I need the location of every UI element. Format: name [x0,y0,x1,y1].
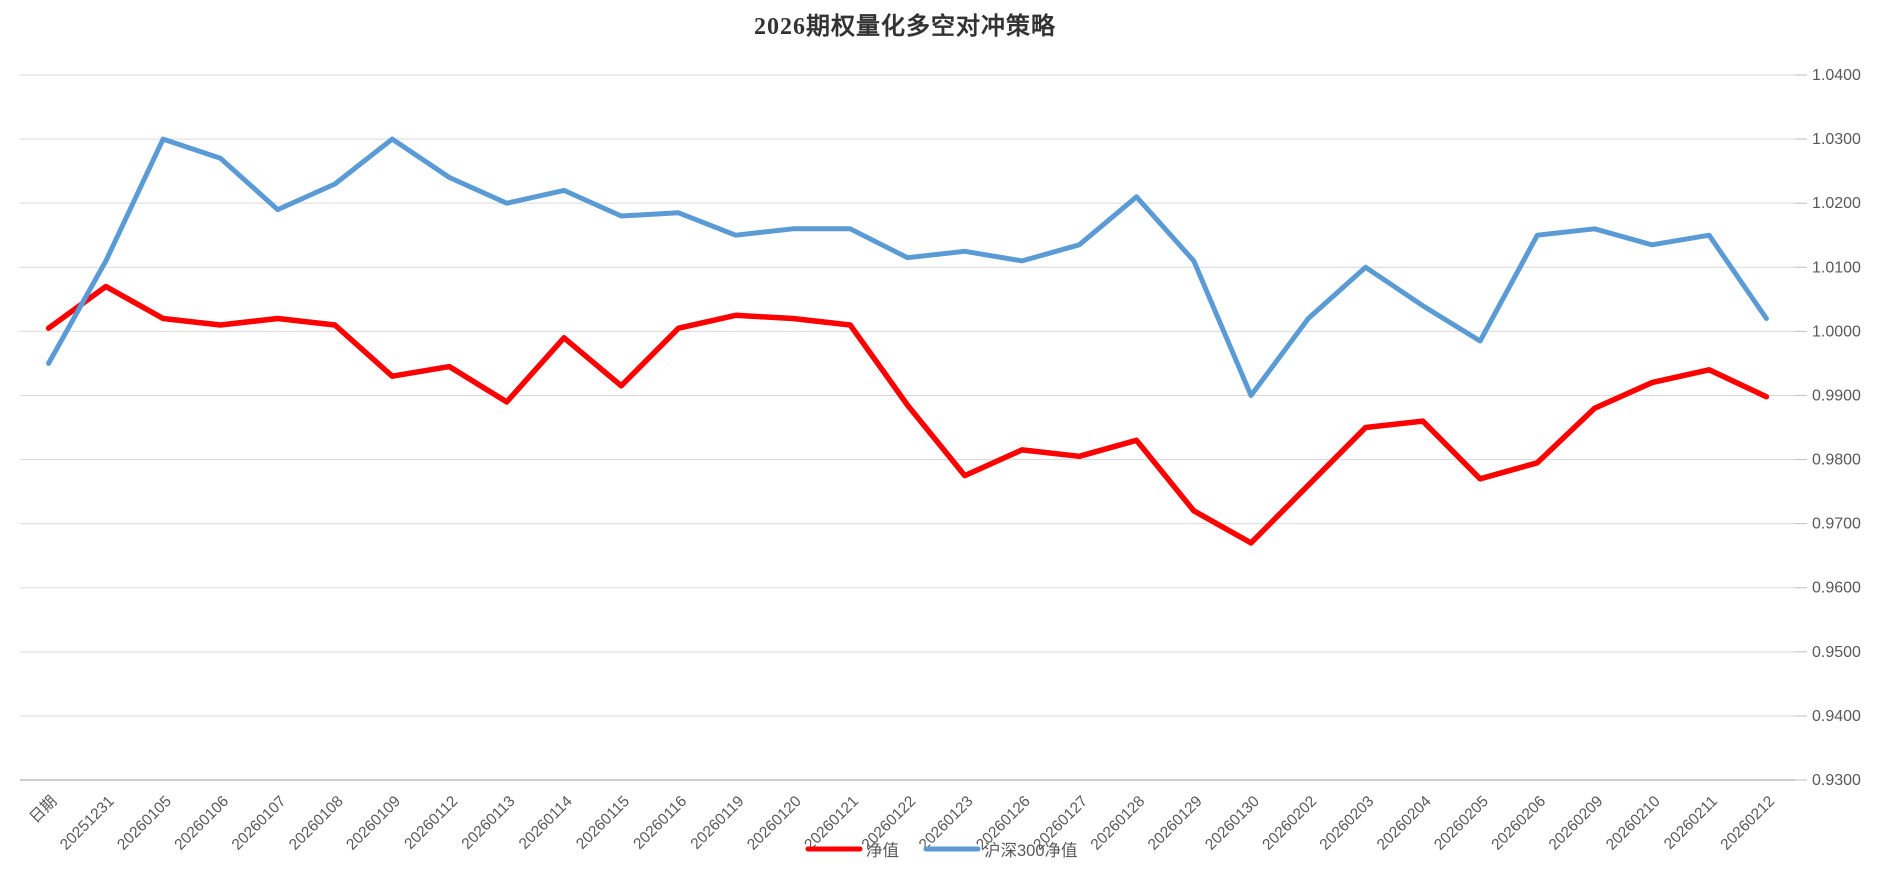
y-tick-label: 0.9300 [1812,772,1861,789]
x-tick-label: 20260115 [573,793,633,853]
x-tick-label: 20260204 [1374,793,1435,854]
x-tick-label: 20260206 [1488,793,1549,854]
x-tick-label: 20260202 [1259,793,1320,854]
x-tick-label: 20260113 [459,793,519,853]
y-tick-label: 0.9900 [1812,387,1861,404]
chart-title: 2026期权量化多空对冲策略 [754,14,1056,40]
y-tick-label: 0.9700 [1812,516,1861,533]
x-tick-label: 20260107 [229,793,290,854]
y-tick-label: 1.0200 [1812,195,1861,212]
x-tick-label: 20260211 [1661,793,1721,853]
series-line-1 [46,136,1769,398]
y-tick-label: 0.9400 [1812,708,1861,725]
x-tick-label: 20260109 [343,793,404,854]
y-tick-label: 0.9600 [1812,580,1861,597]
x-tick-label: 20260108 [286,793,347,854]
x-tick-label: 20260212 [1717,793,1778,854]
x-tick-label: 20260114 [516,793,576,853]
x-tick-label: 20260209 [1546,793,1607,854]
x-tick-label: 20260210 [1603,793,1664,854]
y-tick-label: 1.0100 [1812,259,1861,276]
x-tick-label: 20260205 [1431,793,1492,854]
y-tick-label: 1.0000 [1812,323,1861,340]
x-tick-label: 20260105 [114,793,175,854]
x-tick-label: 20260203 [1317,793,1378,854]
y-tick-label: 0.9500 [1812,644,1861,661]
y-tick-label: 0.9800 [1812,452,1861,469]
x-tick-label: 20260106 [171,793,232,854]
x-tick-label: 20260121 [801,793,862,854]
x-tick-label: 20260129 [1145,793,1206,854]
x-tick-label: 20260116 [630,793,690,853]
series-line-0 [45,283,1770,546]
x-tick-label: 20260128 [1088,793,1149,854]
legend-label-1: 沪深300净值 [984,841,1078,860]
y-tick-label: 1.0300 [1812,131,1861,148]
x-tick-label: 20260119 [688,793,748,853]
x-tick-label: 20260130 [1202,793,1263,854]
x-tick-label: 20260123 [916,793,977,854]
x-tick-label: 20260112 [401,793,461,853]
x-tick-label: 20260120 [744,793,805,854]
legend-label-0: 净值 [866,841,899,860]
x-tick-label: 日期 [26,792,61,827]
y-tick-label: 1.0400 [1812,67,1861,84]
x-tick-label: 20251231 [57,793,118,854]
